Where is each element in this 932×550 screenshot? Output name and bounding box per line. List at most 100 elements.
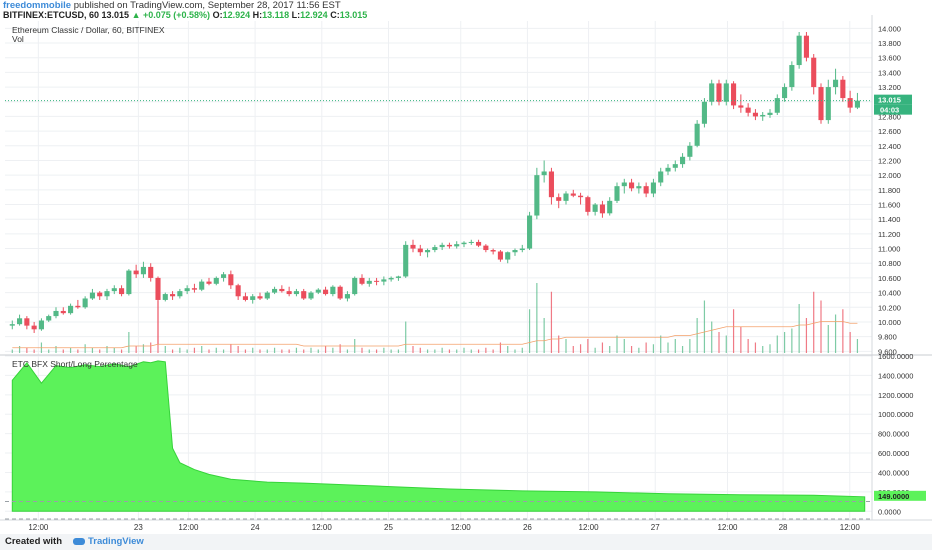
volume-bar [375,349,378,353]
volume-bar [288,349,290,353]
indicator-tick-label: 400.0000 [878,468,909,477]
volume-bar [208,349,210,353]
time-tick-label: 23 [134,523,143,532]
price-tick-label: 12.200 [878,156,901,165]
candle-body [242,296,248,300]
candle-body [301,291,307,299]
volume-bar [689,339,691,353]
candle-body [75,305,81,308]
created-with-text: Created with [5,536,63,547]
candle-body [221,274,227,278]
volume-bar [550,291,553,353]
candle-body [330,286,336,295]
volume-bar [834,314,837,353]
price-tick-label: 10.600 [878,274,901,283]
last-price-label: 13.015 [878,96,901,105]
candle-body [104,291,110,297]
candle-body [155,277,161,300]
candle-body [636,186,642,189]
volume-bar [99,349,101,353]
candle-body [337,286,343,299]
tradingview-logo-icon [73,538,85,545]
low-value: 12.924 [300,10,328,20]
volume-bar [303,349,305,353]
candle-body [563,193,569,201]
volume-bar [762,346,764,353]
price-tick-label: 13.200 [878,83,901,92]
candle-body [847,98,853,108]
indicator-last-badge [874,490,926,501]
volume-bar [11,349,13,353]
price-change: ▲ +0.075 (+0.58%) [131,10,211,20]
volume-bar [237,346,239,353]
volume-bar [798,304,800,353]
volume-bar [492,349,494,353]
volume-bar [171,349,174,353]
volume-bar [572,346,574,353]
candlesticks [9,32,860,344]
candle-body [556,197,562,201]
volume-bar [273,347,276,353]
close-label: C: [330,10,340,20]
time-tick-label: 25 [384,523,393,532]
candle-body [687,145,693,157]
candle-body [803,35,809,58]
price-tick-label: 13.800 [878,39,901,48]
volume-bar [230,344,232,353]
candle-body [126,270,132,295]
indicator-tick-label: 800.0000 [878,430,909,439]
candle-body [425,250,431,253]
candle-body [439,244,445,248]
price-tick-label: 10.000 [878,318,901,327]
candle-body [672,164,678,168]
candle-body [476,241,482,246]
candle-body [825,87,831,121]
volume-bar [594,347,596,353]
volume-bar [18,346,21,353]
candle-body [272,288,278,293]
candle-body [519,248,525,251]
low-label: L: [291,10,301,20]
candle-body [578,195,584,198]
volume-bar [485,347,487,353]
price-tick-label: 12.000 [878,171,901,180]
volume-bar [813,291,815,353]
volume-bar [295,347,298,353]
candle-body [760,114,766,117]
volume-bar [543,318,545,353]
candle-body [53,310,59,317]
volume-bar [397,349,400,353]
time-tick-label: 26 [523,523,532,532]
volume-bar [91,347,94,353]
candle-body [410,244,416,249]
candle-body [293,291,299,295]
tradingview-brand[interactable]: TradingView [88,536,144,547]
candle-body [650,182,656,194]
volume-bar [514,349,516,353]
volume-bar [477,349,480,353]
volume-bar [252,347,254,353]
author-link[interactable]: freedommobile [3,0,72,11]
indicator-tick-label: 1400.0000 [878,371,913,380]
price-tick-label: 14.000 [878,24,901,33]
time-tick-label: 24 [251,523,260,532]
candle-body [344,294,350,299]
candle-body [811,57,817,88]
chart-canvas[interactable]: 14.00013.80013.60013.40013.20013.00012.8… [0,0,932,534]
indicator-last-label: 149.0000 [878,492,909,501]
price-tick-label: 12.600 [878,127,901,136]
candle-body [315,289,321,293]
candle-body [279,288,285,292]
candle-body [854,100,860,108]
candle-body [206,281,212,284]
volume-bar [426,349,429,353]
volume-bar [667,342,669,353]
price-tick-label: 12.800 [878,112,901,121]
volume-bar [616,335,618,353]
volume-bar [849,332,851,353]
candle-body [228,274,234,286]
candle-body [490,250,496,252]
candle-body [374,280,380,282]
candle-body [417,248,423,253]
volume-bar [179,347,181,353]
